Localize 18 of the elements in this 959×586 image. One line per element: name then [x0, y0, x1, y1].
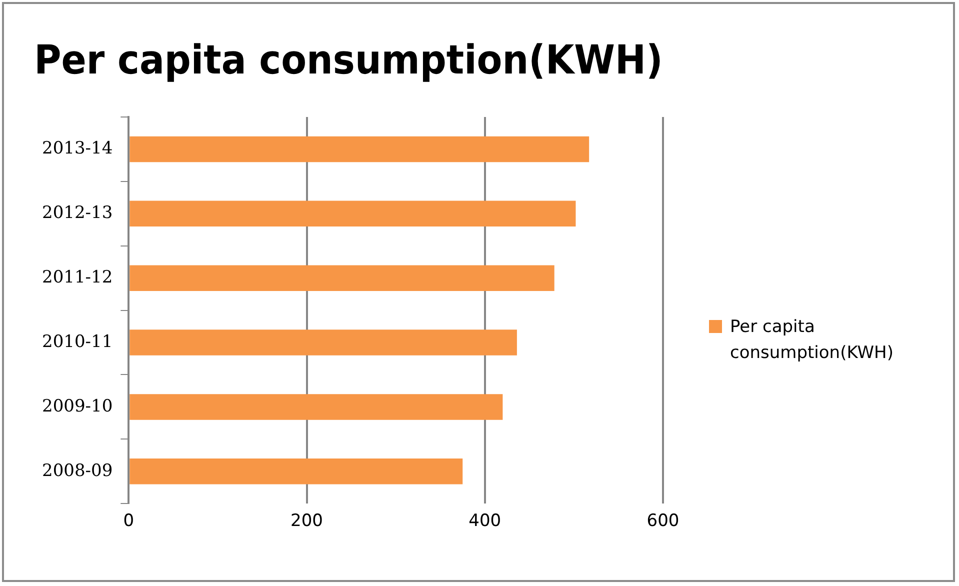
- bar: [130, 265, 554, 291]
- y-tick-label: 2009-10: [42, 396, 113, 416]
- bar: [130, 136, 590, 162]
- y-tick-label: 2010-11: [42, 332, 113, 352]
- y-tick-label: 2013-14: [42, 138, 113, 159]
- x-tick-label: 200: [290, 511, 323, 532]
- chart-title: Per capita consumption(KWH): [34, 37, 663, 84]
- bar: [130, 394, 503, 420]
- bar: [130, 330, 517, 356]
- x-tick-label: 0: [123, 511, 134, 532]
- x-tick-label: 600: [646, 511, 680, 532]
- y-tick-label: 2012-13: [42, 203, 113, 224]
- bar: [130, 200, 576, 227]
- y-tick-label: 2008-09: [42, 460, 113, 481]
- bar: [130, 458, 463, 484]
- y-tick-label: 2011-12: [42, 268, 113, 288]
- x-tick-label: 400: [468, 511, 502, 532]
- legend-label: Per capita consumption(KWH): [730, 316, 894, 365]
